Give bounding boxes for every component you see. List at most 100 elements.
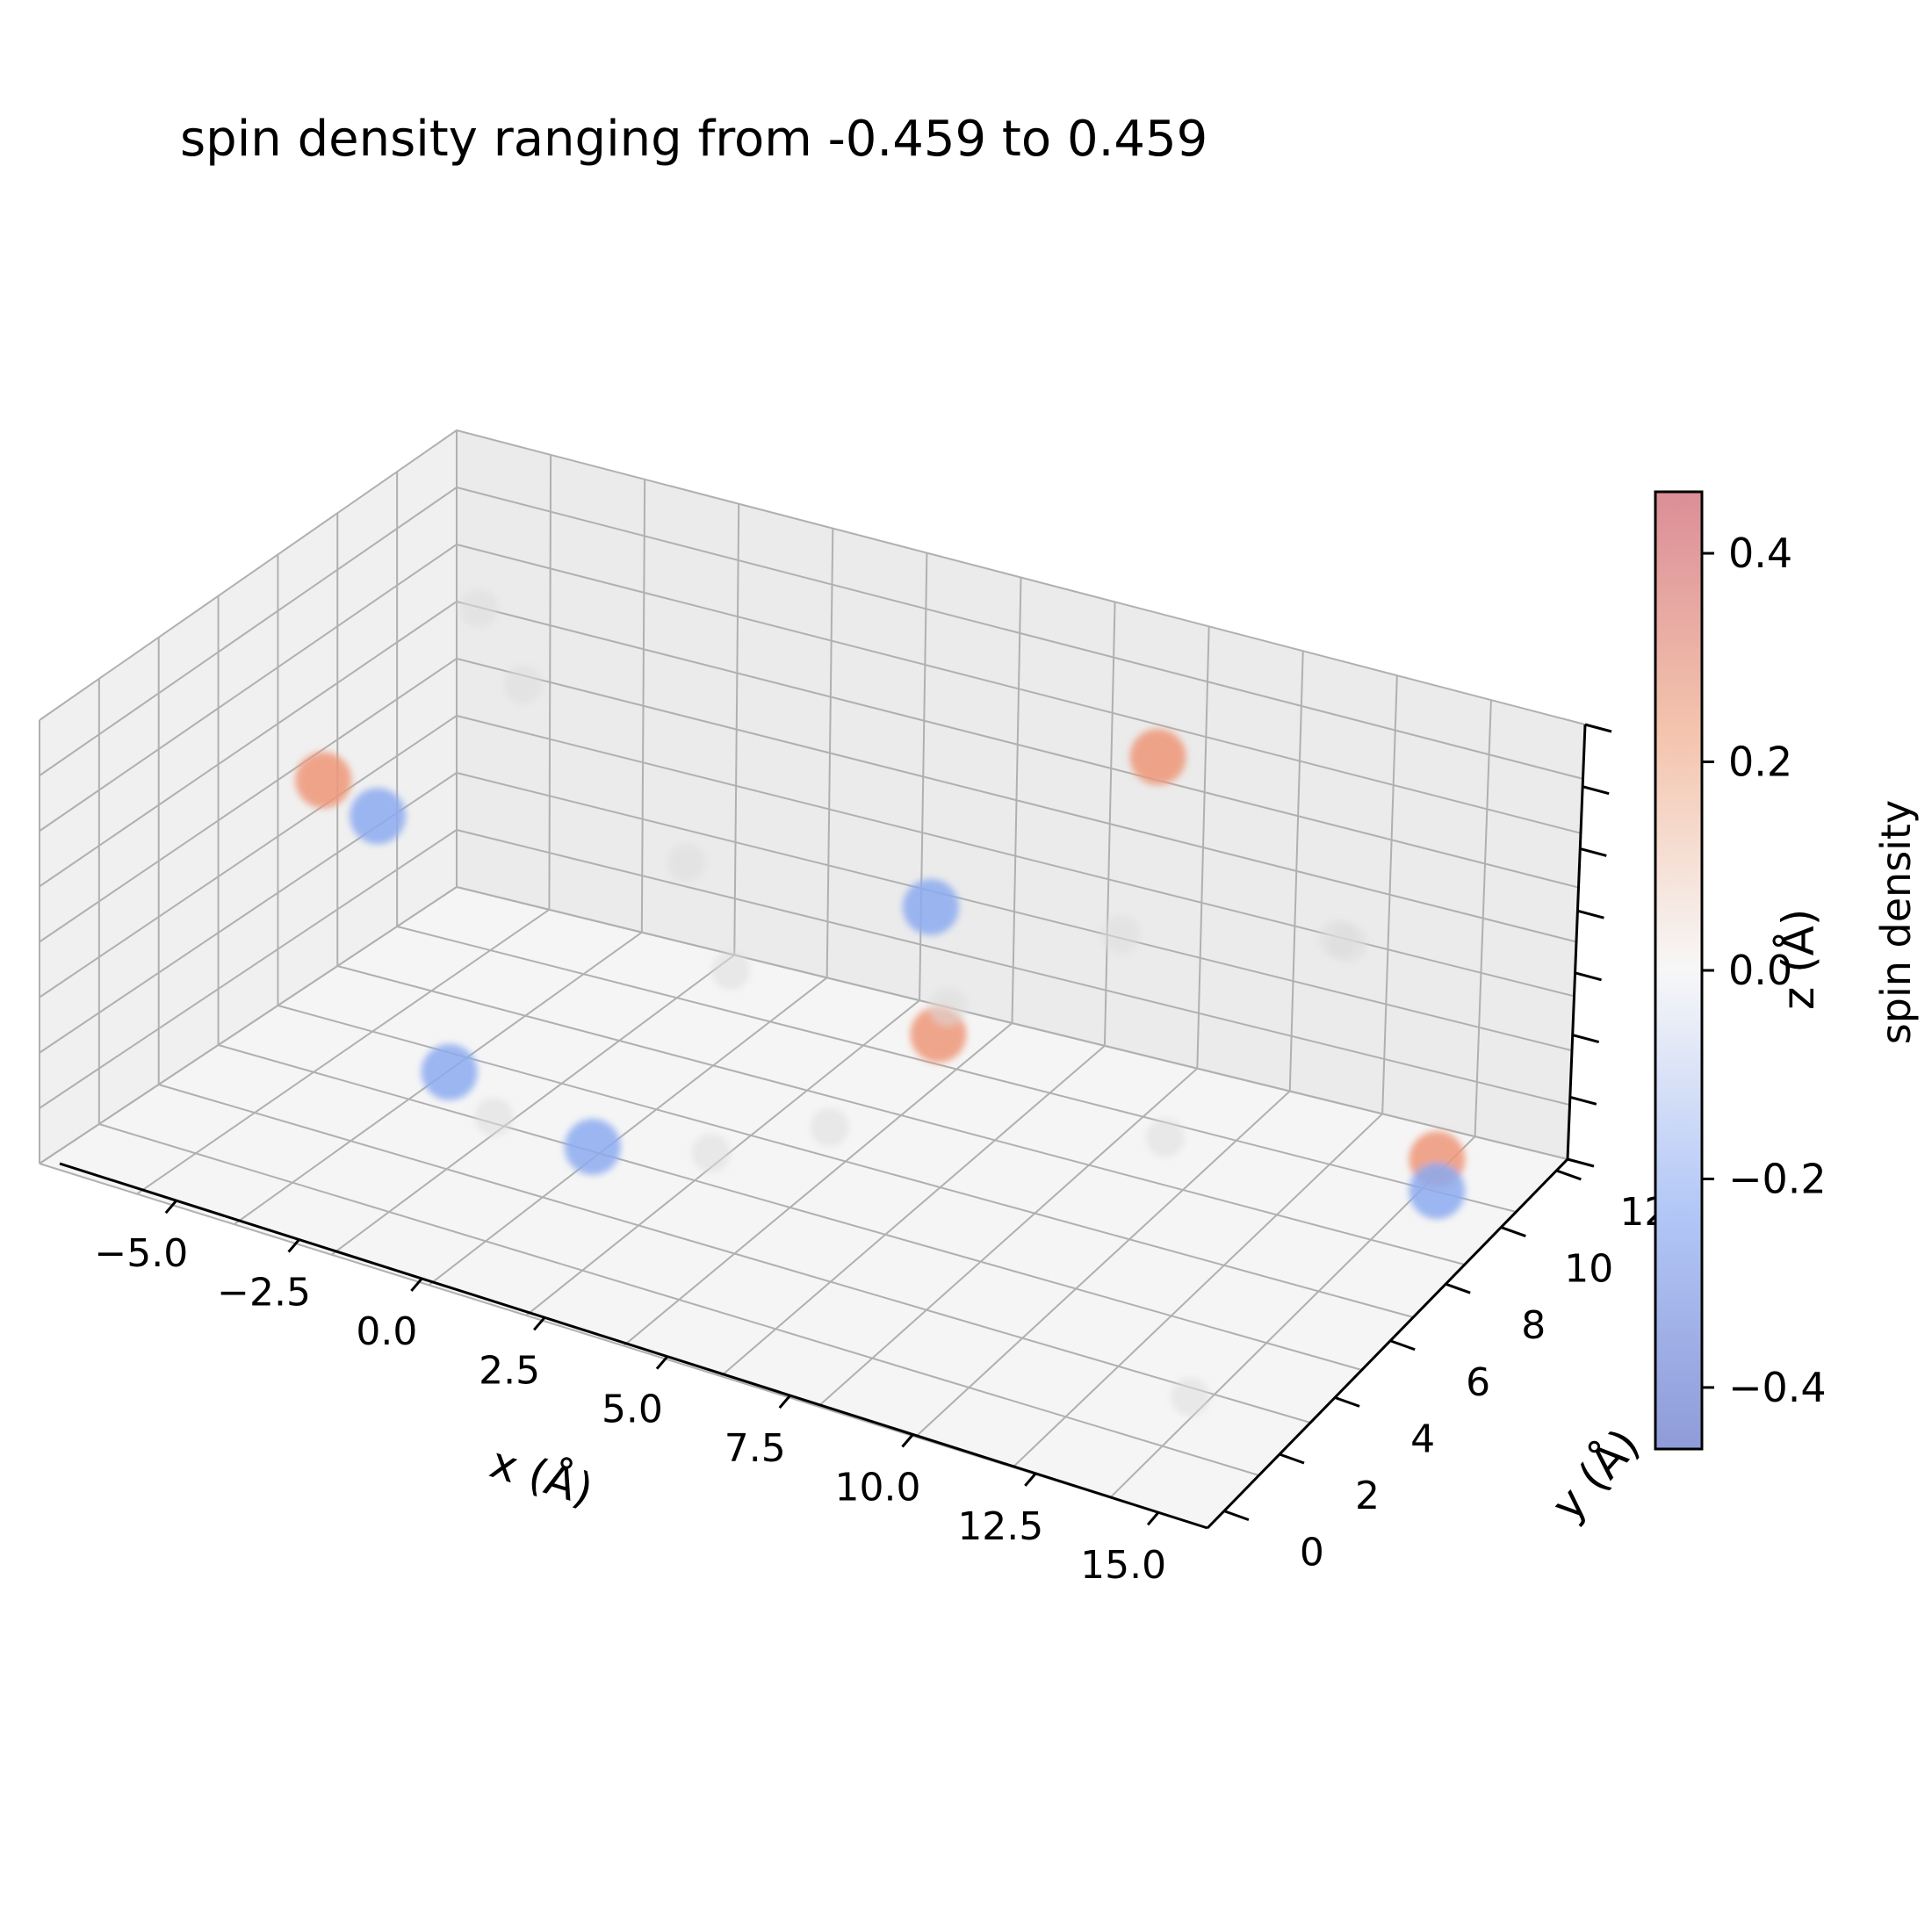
grid-line-z: [39, 543, 1582, 834]
spin-density-point: [928, 987, 968, 1027]
z-axis-line: [1566, 724, 1587, 1160]
grid-line-z: [39, 714, 1575, 998]
spin-density-point: [1171, 1377, 1210, 1417]
x-tick-label: 5.0: [602, 1388, 663, 1432]
spin-density-point: [1146, 1118, 1186, 1157]
grid-line-floor-x: [818, 1067, 1198, 1408]
y-tick-mark: [1223, 1510, 1250, 1522]
y-axis-line: [1206, 1157, 1569, 1530]
colorbar-tick-label: −0.4: [1728, 1364, 1827, 1411]
y-tick-mark: [1555, 1169, 1582, 1181]
chart-title: spin density ranging from -0.459 to 0.45…: [180, 111, 1208, 168]
z-tick-mark: [1584, 723, 1612, 733]
x-tick-mark: [901, 1433, 914, 1448]
spin-density-point: [667, 843, 706, 883]
x-tick-mark: [778, 1395, 791, 1409]
spin-density-point: [350, 788, 407, 845]
spin-density-point: [503, 665, 543, 704]
colorbar-tick-label: 0.2: [1728, 739, 1792, 786]
grid-line-floor-y: [396, 926, 1517, 1213]
x-tick-mark: [655, 1355, 669, 1370]
x-tick-label: −5.0: [94, 1231, 188, 1276]
x-tick-mark: [287, 1238, 300, 1253]
z-tick-mark: [1569, 1095, 1597, 1106]
colorbar-tick-label: 0.4: [1728, 530, 1792, 577]
colorbar-tick-label: 0.0: [1728, 947, 1792, 994]
grid-line-floor-x: [720, 1045, 1106, 1377]
y-tick-mark: [1389, 1339, 1416, 1352]
y-tick-mark: [1334, 1395, 1360, 1408]
grid-line-z: [39, 771, 1573, 1054]
z-tick-mark: [1567, 1157, 1595, 1168]
grid-line-z: [39, 828, 1570, 1109]
spin-density-point: [474, 1097, 514, 1136]
spin-density-point: [810, 1107, 849, 1147]
colorbar-gradient: [1654, 490, 1704, 1451]
back-pane-right: [457, 430, 1585, 1159]
grid-line-floor-y: [337, 965, 1466, 1265]
z-tick-mark: [1582, 785, 1610, 796]
spin-density-point: [564, 1118, 621, 1175]
grid-line-floor-x: [136, 909, 550, 1195]
colorbar-tick-label: −0.2: [1728, 1155, 1827, 1202]
spin-density-point: [1329, 923, 1368, 962]
x-axis-label: x (Å): [484, 1437, 598, 1516]
grid-lines: [39, 429, 1586, 1529]
data-points: [295, 588, 1466, 1417]
floor-pane: [40, 887, 1568, 1528]
x-tick-mark: [1146, 1511, 1160, 1526]
x-tick-label: −2.5: [217, 1271, 311, 1316]
spin-density-point: [459, 588, 499, 628]
y-tick-label: 6: [1466, 1360, 1490, 1405]
grid-line-floor-x: [330, 954, 735, 1256]
y-tick-label: 10: [1564, 1247, 1613, 1292]
spin-density-point: [1101, 915, 1141, 955]
x-tick-label: 2.5: [479, 1348, 540, 1393]
spin-density-point: [1409, 1163, 1466, 1220]
grid-line-floor-x: [623, 1022, 1013, 1347]
z-tick-mark: [1577, 909, 1604, 919]
spin-density-point: [902, 878, 959, 935]
grid-line-floor-x: [428, 977, 828, 1287]
spin-density-point: [421, 1043, 478, 1100]
x-tick-label: 10.0: [835, 1465, 921, 1510]
grid-line-floor-y: [98, 1123, 1259, 1476]
y-tick-mark: [1279, 1453, 1305, 1465]
x-tick-mark: [410, 1277, 423, 1292]
x-tick-label: 12.5: [957, 1504, 1043, 1549]
y-axis-label: y (Å): [1542, 1419, 1650, 1531]
x-tick-mark: [1024, 1472, 1037, 1487]
x-tick-label: 15.0: [1080, 1543, 1166, 1588]
z-axis-label: z (Å): [1773, 909, 1824, 1010]
grid-line-floor-y: [158, 1084, 1311, 1424]
grid-line-floor-x: [914, 1090, 1291, 1438]
y-tick-mark: [1445, 1282, 1471, 1294]
grid-line-z: [39, 600, 1579, 889]
y-tick-label: 0: [1300, 1531, 1324, 1575]
grid-line-z: [39, 429, 1586, 725]
z-ticks: [1567, 723, 1612, 1168]
back-pane-left-wall: [40, 430, 457, 1164]
z-tick-mark: [1575, 971, 1602, 982]
grid-line-floor-x: [1012, 1113, 1383, 1468]
colorbar: −0.4 −0.2 0.0 0.2 0.4 spin density: [1654, 490, 1920, 1451]
z-tick-mark: [1572, 1034, 1600, 1044]
grid-line-z: [39, 885, 1568, 1164]
y-tick-label: 4: [1410, 1417, 1435, 1461]
x-tick-label: 0.0: [356, 1309, 417, 1354]
grid-line-z: [39, 657, 1577, 943]
spin-density-point: [295, 752, 352, 809]
y-tick-label: 8: [1521, 1303, 1546, 1348]
x-ticks: −5.0 −2.5 0.0 2.5 5.0 7.5 10.0 12.5 15.0: [94, 1200, 1166, 1588]
y-tick-mark: [1500, 1226, 1526, 1237]
colorbar-label: spin density: [1872, 800, 1920, 1044]
x-axis-line: [59, 1162, 1208, 1530]
colorbar-ticks: −0.4 −0.2 0.0 0.2 0.4: [1702, 530, 1827, 1411]
x-tick-mark: [533, 1316, 546, 1331]
x-tick-mark: [164, 1200, 177, 1215]
grid-line-floor-y: [218, 1044, 1362, 1371]
y-tick-label: 2: [1355, 1474, 1380, 1518]
